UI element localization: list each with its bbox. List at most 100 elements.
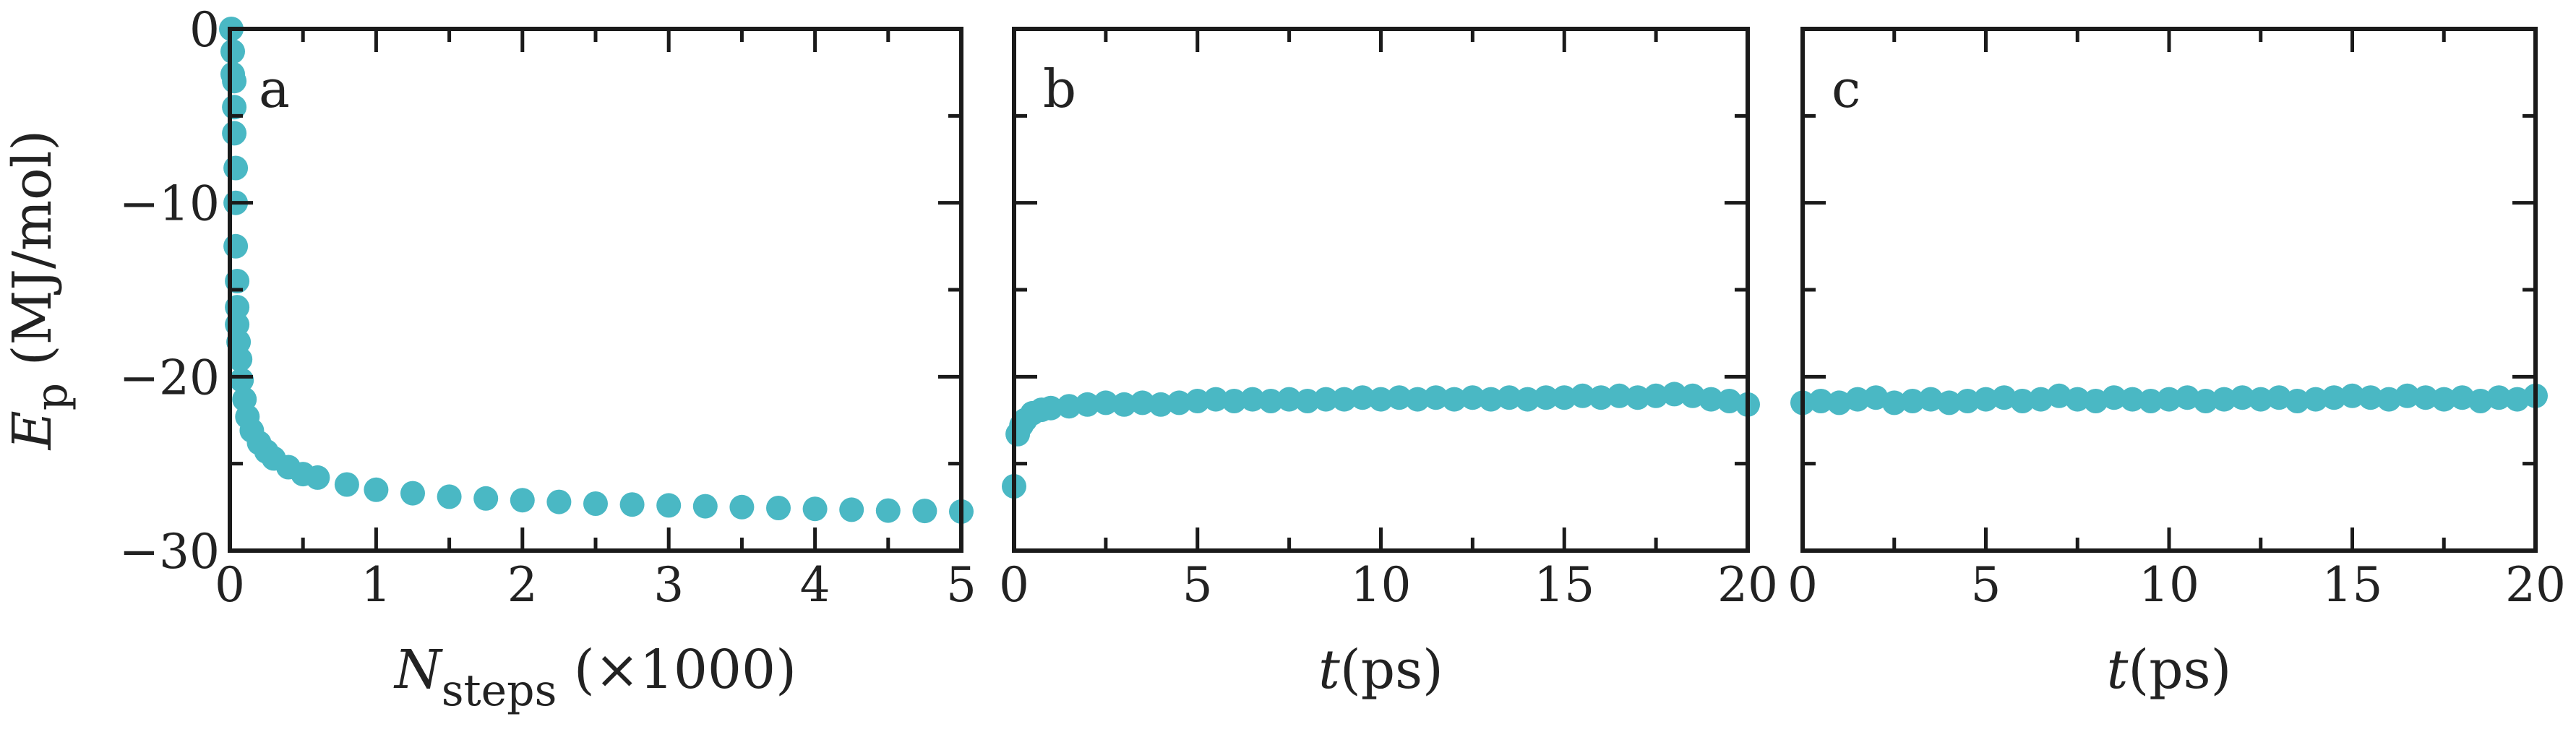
data-point bbox=[1717, 389, 1742, 413]
y-tick-label: −30 bbox=[119, 524, 220, 580]
data-point bbox=[1680, 383, 1705, 408]
data-point bbox=[802, 496, 828, 522]
data-point bbox=[1662, 382, 1687, 407]
x-tick-label: 4 bbox=[800, 557, 830, 613]
x-tick-label: 20 bbox=[2505, 557, 2566, 613]
data-point bbox=[228, 347, 253, 372]
data-point bbox=[2065, 387, 2090, 412]
data-point bbox=[1552, 385, 1577, 410]
data-point bbox=[2175, 385, 2200, 410]
data-point bbox=[692, 494, 718, 519]
data-point bbox=[364, 477, 389, 502]
data-point bbox=[2450, 385, 2475, 410]
data-point bbox=[1331, 387, 1357, 412]
data-point bbox=[1405, 387, 1430, 412]
data-point bbox=[1918, 387, 1944, 412]
data-point bbox=[2157, 387, 2181, 412]
data-point bbox=[229, 368, 254, 393]
panel-label: c bbox=[1832, 59, 1860, 119]
data-point bbox=[2413, 385, 2438, 410]
data-point bbox=[2138, 389, 2163, 413]
data-point bbox=[2340, 383, 2365, 408]
data-point bbox=[1991, 385, 2017, 410]
x-tick-label: 15 bbox=[1534, 557, 1594, 613]
data-point bbox=[839, 497, 864, 522]
data-point bbox=[912, 499, 937, 524]
data-point bbox=[1808, 389, 1834, 413]
data-point bbox=[2377, 387, 2402, 412]
data-point bbox=[1533, 385, 1558, 410]
data-point bbox=[1093, 390, 1118, 415]
y-tick-label: 0 bbox=[189, 2, 220, 58]
data-point bbox=[2101, 385, 2126, 410]
data-point bbox=[1350, 385, 1375, 410]
data-point bbox=[222, 121, 247, 146]
data-point bbox=[1112, 392, 1137, 417]
data-point bbox=[510, 488, 535, 513]
x-axis-label: t(ps) bbox=[1318, 639, 1443, 701]
data-point bbox=[1149, 392, 1173, 417]
y-tick-label: −10 bbox=[119, 176, 220, 232]
data-point bbox=[1589, 385, 1613, 410]
data-point bbox=[1845, 387, 1871, 412]
panel-label: b bbox=[1043, 59, 1076, 119]
data-point bbox=[1222, 389, 1247, 413]
data-point bbox=[1881, 390, 1907, 415]
data-point bbox=[1936, 390, 1962, 415]
x-tick-label: 5 bbox=[1971, 557, 2001, 613]
data-point bbox=[2358, 385, 2383, 410]
panel-c: 0 5 10 15 20 c t(ps) bbox=[1787, 27, 2566, 701]
data-point bbox=[1313, 387, 1339, 412]
data-point bbox=[1075, 392, 1100, 417]
data-point bbox=[546, 489, 572, 514]
data-point bbox=[2028, 387, 2053, 412]
x-axis-label: t(ps) bbox=[2107, 639, 2232, 701]
data-point bbox=[220, 39, 245, 64]
series-markers bbox=[1002, 382, 1760, 499]
data-point bbox=[1460, 385, 1485, 410]
data-point bbox=[2046, 383, 2071, 408]
data-point bbox=[1295, 389, 1320, 413]
data-point bbox=[400, 481, 425, 506]
panel-b: 0 5 10 15 20 b t(ps) bbox=[999, 27, 1778, 701]
x-tick-label: 0 bbox=[1787, 557, 1818, 613]
data-point bbox=[1423, 385, 1448, 410]
data-point bbox=[1973, 387, 1998, 412]
data-point bbox=[875, 498, 901, 523]
x-axis-label: Nsteps (×1000) bbox=[393, 639, 797, 716]
data-point bbox=[1185, 389, 1210, 413]
x-tick-label: 10 bbox=[2139, 557, 2199, 613]
data-point bbox=[1038, 395, 1063, 421]
data-point bbox=[1130, 390, 1155, 415]
data-point bbox=[2267, 385, 2292, 410]
data-point bbox=[222, 69, 247, 94]
panel-a: 0 1 2 3 4 5 0 −10 −20 −30 a Nsteps (×1000) Ep (MJ/mo… bbox=[1, 2, 976, 716]
data-point bbox=[2486, 385, 2512, 410]
x-tick-label: 15 bbox=[2322, 557, 2383, 613]
data-point bbox=[1167, 390, 1192, 415]
data-point bbox=[1955, 389, 1980, 413]
data-point bbox=[473, 486, 499, 511]
x-tick-label: 20 bbox=[1717, 557, 1778, 613]
data-point bbox=[223, 155, 249, 181]
x-tick-label: 5 bbox=[1182, 557, 1213, 613]
data-point bbox=[583, 491, 608, 516]
data-point bbox=[305, 465, 330, 490]
data-point bbox=[1240, 387, 1265, 412]
data-point bbox=[1699, 387, 1724, 412]
data-point bbox=[2212, 387, 2237, 412]
data-point bbox=[437, 484, 462, 509]
data-point bbox=[1570, 383, 1595, 408]
data-point bbox=[1386, 385, 1412, 410]
x-tick-label: 0 bbox=[999, 557, 1029, 613]
series-markers bbox=[1790, 383, 2548, 415]
data-point bbox=[2395, 383, 2420, 408]
data-point bbox=[2468, 389, 2493, 413]
y-tick-label: −20 bbox=[119, 350, 220, 405]
data-point bbox=[1478, 387, 1503, 412]
data-point bbox=[1258, 389, 1284, 413]
panel-label: a bbox=[259, 59, 290, 119]
data-point bbox=[2431, 387, 2457, 412]
